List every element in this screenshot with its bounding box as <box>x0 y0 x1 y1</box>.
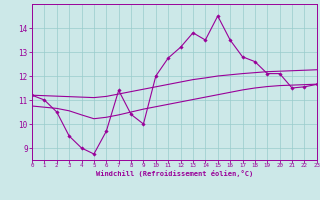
X-axis label: Windchill (Refroidissement éolien,°C): Windchill (Refroidissement éolien,°C) <box>96 170 253 177</box>
